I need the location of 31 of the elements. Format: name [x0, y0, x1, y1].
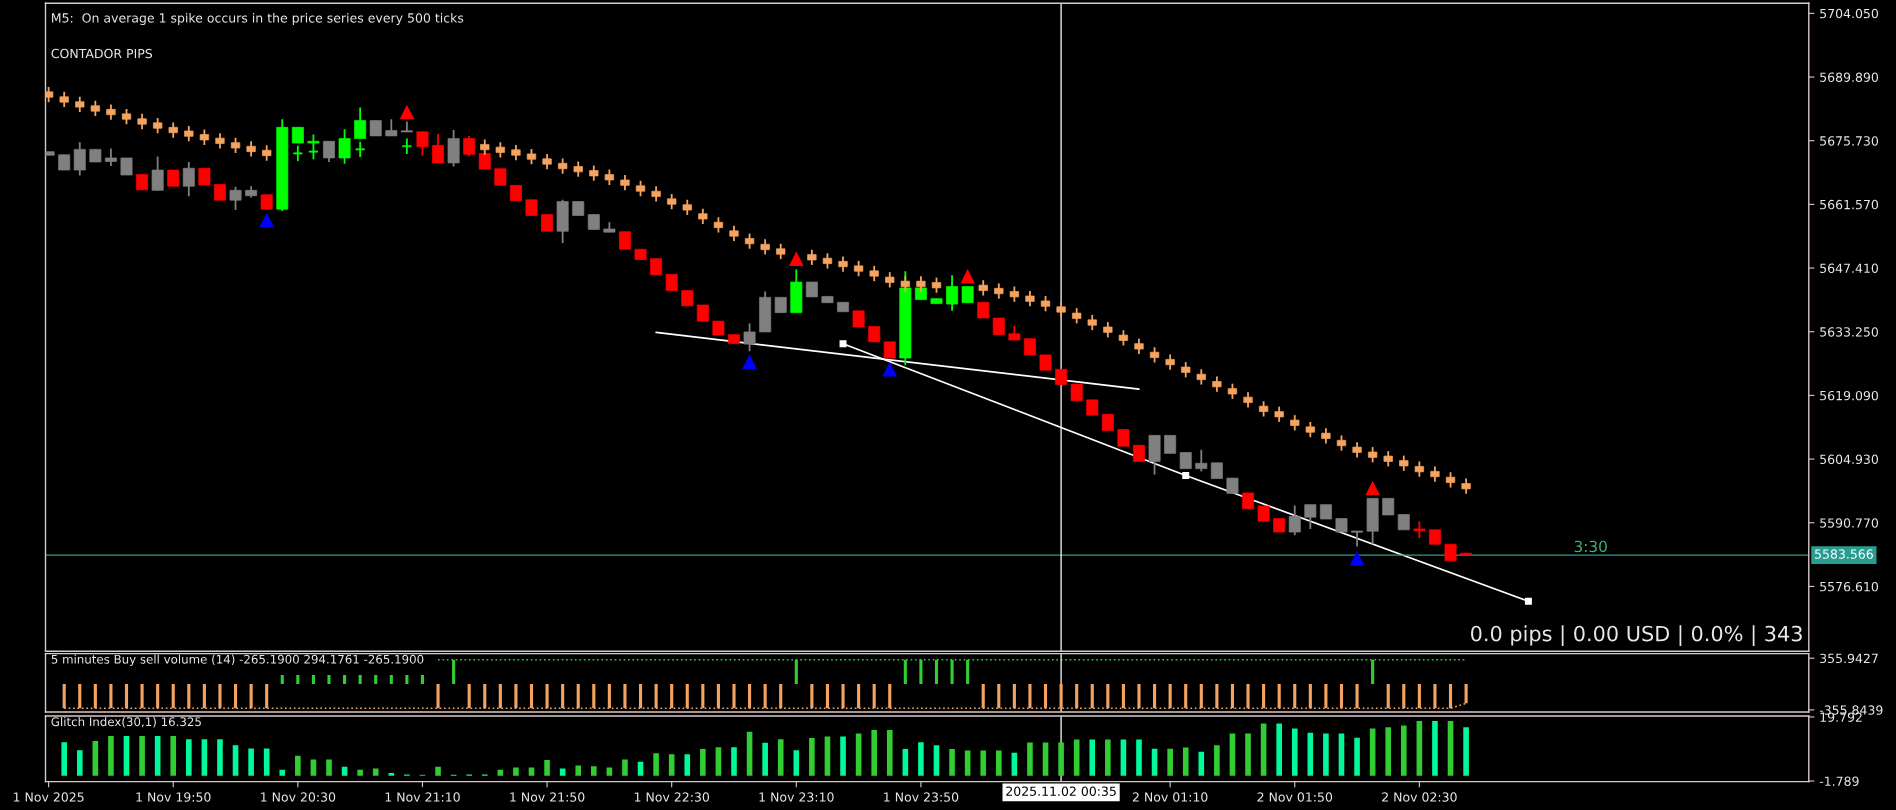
x-tick-label: 1 Nov 19:50 — [136, 792, 211, 802]
annotation: 0.0 pips | 0.00 USD | 0.0% | 343 — [1471, 625, 1802, 647]
x-tick-label: 2 Nov 01:50 — [1257, 792, 1333, 802]
y-tick-label: 5633.250 — [1820, 327, 1879, 337]
y-tick-label: 355.9427 — [1820, 653, 1878, 664]
y-tick-label: 5576.610 — [1820, 581, 1879, 592]
x-tick-label: 1 Nov 23:10 — [759, 792, 834, 802]
x-tick-label: 1 Nov 21:10 — [385, 792, 460, 802]
x-tick-label: 1 Nov 20:30 — [261, 792, 336, 802]
y-tick-label: -1.789 — [1819, 776, 1859, 786]
y-tick-label: 5704.050 — [1820, 8, 1879, 19]
y-tick-label: 5590.770 — [1820, 518, 1879, 528]
y-tick-label: 5619.090 — [1820, 390, 1879, 401]
x-tick-label: 1 Nov 23:50 — [884, 792, 959, 802]
y-tick-label: 5604.930 — [1820, 454, 1879, 465]
y-tick-label: 5675.730 — [1820, 136, 1879, 146]
x-tick-label: 2 Nov 02:30 — [1382, 792, 1457, 802]
y-tick-label: 5689.890 — [1820, 72, 1879, 82]
text: M5: On average 1 spike occurs in the price series every 500 ticks — [52, 12, 464, 26]
y-tick-label: 5647.410 — [1820, 263, 1879, 273]
ref-line-label: 2025.11.02 00:35 — [1006, 786, 1116, 796]
ref-line-label: 5583.566 — [1815, 549, 1873, 559]
x-tick-label: 1 Nov 22:30 — [634, 792, 710, 802]
chart-title: Glitch Index(30,1) 16.325 — [51, 717, 201, 728]
x-tick-label: 1 Nov 21:50 — [510, 792, 585, 802]
x-tick-label: 1 Nov 2025 — [13, 792, 84, 802]
y-tick-label: 5661.570 — [1820, 199, 1879, 210]
x-tick-label: 2 Nov 01:10 — [1132, 792, 1208, 802]
annotation: 3:30 — [1574, 540, 1607, 553]
chart-title: 5 minutes Buy sell volume (14) -265.1900 294.1761 -265.1900 — [51, 654, 424, 666]
annotation: CONTADOR PIPS — [51, 48, 153, 59]
